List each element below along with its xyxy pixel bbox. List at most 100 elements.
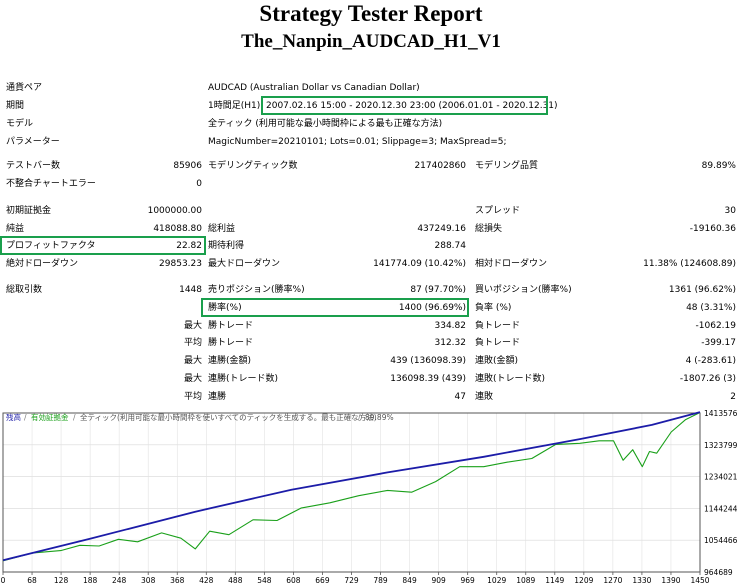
x-tick-label: 68	[27, 576, 37, 585]
x-tick-label: 488	[228, 576, 243, 585]
largest-win-value: 334.82	[434, 321, 467, 331]
quality-label: モデリング品質	[475, 161, 539, 171]
avg-cons-loss-value: 2	[730, 392, 736, 402]
x-tick-label: 548	[257, 576, 272, 585]
chart-grid	[2, 412, 701, 573]
x-tick-label: 669	[315, 576, 330, 585]
x-axis: 0 68 128 188 248 308 368 428 488 548 608 669 729 789 8…	[1, 572, 710, 585]
legend-separator-1: /	[24, 413, 27, 422]
quality-value: 89.89%	[701, 161, 736, 171]
win-rate-label: 勝率(%)	[208, 303, 242, 313]
x-tick-label: 248	[112, 576, 127, 585]
profit-factor-label: プロフィットファクタ	[6, 241, 96, 251]
deposit-label: 初期証拠金	[6, 206, 52, 216]
equity-line	[2, 412, 701, 562]
short-positions-label: 売りポジション(勝率%)	[208, 285, 305, 295]
balance-line	[2, 411, 701, 562]
x-tick-label: 1330	[632, 576, 651, 585]
average-win-label: 勝トレード	[208, 338, 254, 348]
largest-label: 最大	[183, 321, 202, 331]
chart-series	[2, 411, 701, 562]
x-tick-label: 1149	[545, 576, 564, 585]
model-label: モデル	[6, 119, 34, 129]
legend-quality: 89.89%	[365, 413, 394, 422]
profit-factor-highlight	[0, 236, 206, 255]
max-cons-amount-label: 最大	[183, 356, 202, 366]
total-trades-value: 1448	[179, 285, 202, 295]
period-value: 2007.02.16 15:00 - 2020.12.30 23:00 (200…	[266, 101, 558, 111]
average-label: 平均	[183, 338, 202, 348]
x-tick-label: 909	[431, 576, 446, 585]
profit-factor-value: 22.82	[176, 241, 202, 251]
deposit-value: 1000000.00	[147, 206, 202, 216]
x-tick-label: 1390	[661, 576, 680, 585]
x-tick-label: 849	[402, 576, 417, 585]
x-tick-label: 1450	[690, 576, 709, 585]
parameters-label: パラメーター	[6, 137, 60, 147]
x-tick-label: 188	[83, 576, 98, 585]
x-tick-label: 1270	[603, 576, 622, 585]
parameters-value: MagicNumber=20210101; Lots=0.01; Slippag…	[208, 137, 507, 147]
period-highlight	[261, 96, 548, 115]
cons-loss-amount-label: 連敗(金額)	[475, 356, 519, 366]
x-tick-label: 1089	[516, 576, 535, 585]
cons-win-amount-label: 連勝(金額)	[208, 356, 252, 366]
cons-loss-amount-value: 4 (-283.61)	[685, 356, 736, 366]
gross-profit-value: 437249.16	[417, 224, 466, 234]
x-tick-label: 729	[344, 576, 359, 585]
long-positions-label: 買いポジション(勝率%)	[475, 285, 572, 295]
x-tick-label: 789	[373, 576, 388, 585]
period-label: 期間	[6, 101, 25, 111]
max-cons-count-label: 最大	[183, 374, 202, 384]
y-tick-label: 1234021	[704, 473, 738, 482]
max-drawdown-label: 最大ドローダウン	[208, 259, 281, 269]
spread-label: スプレッド	[475, 206, 521, 216]
y-tick-label: 1144244	[704, 504, 738, 513]
avg-cons-win-label: 連勝	[208, 392, 227, 402]
y-tick-label: 1054466	[704, 536, 738, 545]
y-tick-label: 1323799	[704, 441, 738, 450]
ticks-label: モデリングティック数	[208, 161, 298, 171]
net-profit-label: 純益	[6, 224, 25, 234]
y-axis: 1413576 1323799 1234021 1144244 1054466 96468…	[704, 409, 738, 577]
bars-value: 85906	[173, 161, 202, 171]
average-loss-value: -399.17	[701, 338, 736, 348]
legend-description: 全ティック(利用可能な最小時間枠を使いすべてのティックを生成する。最も正確な方法…	[80, 412, 377, 422]
report-title: Strategy Tester Report	[259, 1, 483, 26]
win-rate-value: 1400 (96.69%)	[398, 303, 466, 313]
gross-loss-label: 総損失	[475, 224, 503, 234]
total-trades-label: 総取引数	[6, 285, 43, 295]
x-tick-label: 428	[199, 576, 214, 585]
avg-cons-label: 平均	[183, 392, 202, 402]
loss-rate-label: 負率 (%)	[475, 303, 512, 313]
cons-loss-count-value: -1807.26 (3)	[679, 374, 736, 384]
loss-rate-value: 48 (3.31%)	[686, 303, 736, 313]
cons-loss-count-label: 連敗(トレード数)	[475, 374, 546, 384]
ticks-value: 217402860	[414, 161, 466, 171]
avg-cons-win-value: 47	[454, 392, 466, 402]
bars-label: テストバー数	[6, 161, 61, 171]
abs-drawdown-label: 絶対ドローダウン	[6, 259, 79, 269]
symbol-label: 通貨ペア	[6, 83, 43, 93]
expected-payoff-value: 288.74	[434, 241, 467, 251]
x-tick-label: 308	[141, 576, 156, 585]
spread-value: 30	[724, 206, 736, 216]
x-tick-label: 128	[54, 576, 69, 585]
win-rate-highlight	[201, 298, 469, 317]
mismatch-label: 不整合チャートエラー	[6, 179, 96, 189]
symbol-value: AUDCAD (Australian Dollar vs Canadian Do…	[208, 83, 420, 93]
cons-win-count-value: 136098.39 (439)	[390, 374, 466, 384]
model-value: 全ティック (利用可能な最小時間枠による最も正確な方法)	[208, 119, 443, 129]
x-tick-label: 969	[461, 576, 476, 585]
max-drawdown-value: 141774.09 (10.42%)	[373, 259, 466, 269]
expected-payoff-label: 期待利得	[208, 241, 245, 251]
average-win-value: 312.32	[434, 338, 467, 348]
legend-balance: 残高	[6, 412, 21, 422]
short-positions-value: 87 (97.70%)	[410, 285, 466, 295]
rel-drawdown-value: 11.38% (124608.89)	[643, 259, 736, 269]
legend-separator-3: /	[358, 413, 361, 422]
x-tick-label: 1029	[487, 576, 506, 585]
legend-equity: 有効証拠金	[31, 412, 69, 422]
long-positions-value: 1361 (96.62%)	[668, 285, 736, 295]
cons-win-count-label: 連勝(トレード数)	[208, 374, 279, 384]
